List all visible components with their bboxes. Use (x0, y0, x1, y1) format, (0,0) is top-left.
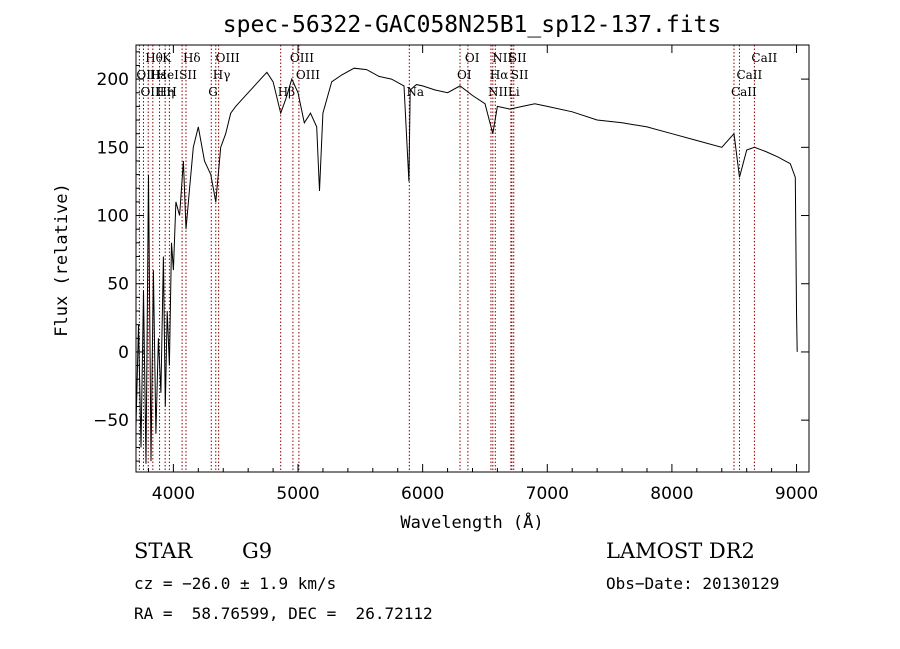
object-class: STAR (134, 539, 193, 563)
line-label-21: Hα (490, 68, 509, 82)
line-label-6: HeI (157, 68, 180, 82)
y-tick-label-2: 50 (107, 275, 129, 295)
line-label-19: NII (492, 51, 512, 65)
line-label-1: OII (136, 68, 156, 82)
line-label-9: Hδ (183, 51, 201, 65)
y-axis-label: Flux (relative) (52, 183, 72, 337)
line-label-24: Li (508, 85, 520, 99)
line-label-25: CaII (751, 51, 777, 65)
line-label-7: SII (179, 68, 197, 82)
spectral-line-markers (138, 45, 755, 472)
line-label-2: OIII (140, 85, 164, 99)
object-subclass: G9 (242, 539, 273, 563)
line-label-17: OI (465, 51, 480, 65)
y-tick-label-1: 0 (118, 343, 129, 363)
line-label-11: Hγ (213, 68, 231, 82)
line-label-23: NII (488, 85, 508, 99)
y-tick-label-3: 100 (97, 207, 129, 227)
y-tick-label-0: −50 (93, 411, 129, 431)
line-label-3: Hε (150, 68, 167, 82)
line-label-10: OIII (216, 51, 240, 65)
x-tick-label-0: 4000 (152, 484, 195, 504)
line-label-0: Hθ (145, 51, 163, 65)
line-label-26: CaII (736, 68, 762, 82)
x-tick-label-2: 6000 (401, 484, 444, 504)
line-label-20: SII (509, 51, 527, 65)
x-axis-ticks: 4000 5000 6000 7000 8000 9000 (147, 45, 818, 504)
chart-title: spec-56322-GAC058N25B1_sp12-137.fits (223, 12, 722, 38)
line-label-8: H (166, 85, 176, 99)
x-tick-label-1: 5000 (276, 484, 319, 504)
spectrum-line (135, 67, 798, 464)
x-axis-label: Wavelength (Å) (400, 511, 543, 533)
y-axis-ticks: −50 0 50 100 150 200 (93, 51, 809, 462)
line-label-22: SII (511, 68, 529, 82)
line-label-18: OI (457, 68, 472, 82)
x-tick-label-5: 9000 (775, 484, 818, 504)
line-label-14: OIII (296, 68, 320, 82)
line-label-12: G (208, 85, 218, 99)
line-label-16: Na (406, 85, 424, 99)
line-label-4: Hη (157, 85, 175, 99)
line-label-13: OIII (290, 51, 314, 65)
x-tick-label-3: 7000 (526, 484, 569, 504)
y-tick-label-4: 150 (97, 138, 129, 158)
line-label-27: CaII (731, 85, 757, 99)
line-label-5: K (162, 51, 172, 65)
redshift-readout: cz = −26.0 ± 1.9 km/s (134, 574, 337, 593)
x-tick-label-4: 8000 (650, 484, 693, 504)
y-tick-label-5: 200 (97, 70, 129, 90)
coordinates-readout: RA = 58.76599, DEC = 26.72112 (134, 604, 433, 623)
line-label-15: Hβ (278, 85, 295, 99)
survey-name: LAMOST DR2 (606, 539, 755, 563)
observation-date: Obs−Date: 20130129 (606, 574, 780, 593)
plot-frame (135, 44, 810, 473)
